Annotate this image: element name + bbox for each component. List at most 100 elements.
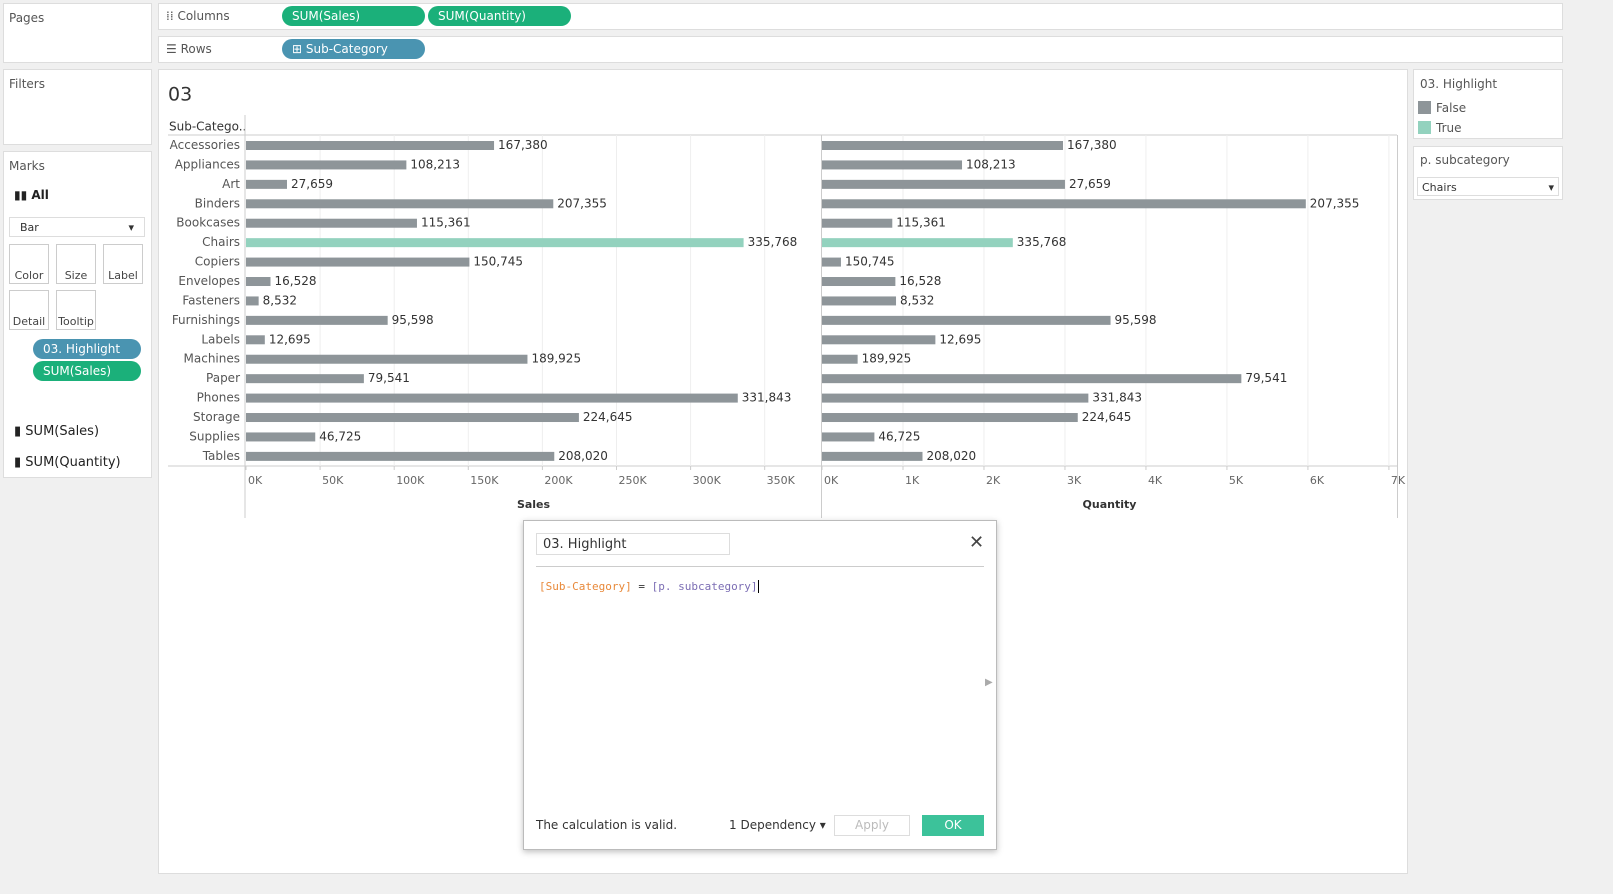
columns-label: ⁞⁞ Columns bbox=[166, 9, 230, 23]
data-label: 79,541 bbox=[368, 371, 410, 385]
apply-button[interactable]: Apply bbox=[834, 815, 910, 836]
x-tick-label: 7K bbox=[1391, 474, 1406, 487]
label-button[interactable]: Label bbox=[103, 244, 143, 284]
bar bbox=[246, 218, 417, 228]
category-label: Furnishings bbox=[172, 313, 240, 327]
legend-label[interactable]: True bbox=[1436, 121, 1462, 135]
bar bbox=[246, 296, 259, 306]
dependency-dropdown[interactable]: 1 Dependency ▾ bbox=[729, 818, 826, 832]
label-pill[interactable]: SUM(Sales) bbox=[33, 361, 141, 381]
data-label: 150,745 bbox=[473, 255, 523, 269]
bar bbox=[246, 393, 738, 403]
data-label: 335,768 bbox=[1017, 235, 1067, 249]
data-label: 27,659 bbox=[1069, 177, 1111, 191]
category-label: Labels bbox=[201, 332, 240, 346]
measure-quantity[interactable]: ▮ SUM(Quantity) bbox=[14, 455, 121, 470]
x-axis-title: Quantity bbox=[1083, 498, 1137, 511]
column-pill[interactable]: SUM(Sales) bbox=[282, 6, 425, 26]
parameter-dropdown[interactable]: Chairs ▾ bbox=[1417, 177, 1559, 196]
category-label: Art bbox=[222, 177, 240, 191]
bar bbox=[246, 374, 364, 384]
data-label: 95,598 bbox=[1115, 313, 1157, 327]
legend-swatch[interactable] bbox=[1418, 121, 1431, 134]
x-tick-label: 150K bbox=[470, 474, 499, 487]
formula[interactable]: [Sub-Category] = [p. subcategory]​ bbox=[539, 580, 759, 593]
mark-type: Bar bbox=[20, 221, 39, 234]
divider bbox=[536, 566, 984, 567]
legend-swatch[interactable] bbox=[1418, 101, 1431, 114]
size-button[interactable]: Size bbox=[56, 244, 96, 284]
x-tick-label: 250K bbox=[618, 474, 647, 487]
data-label: 208,020 bbox=[927, 449, 977, 463]
data-label: 150,745 bbox=[845, 255, 895, 269]
calc-name-input[interactable]: 03. Highlight bbox=[536, 533, 730, 555]
data-label: 115,361 bbox=[896, 216, 946, 230]
bar bbox=[246, 238, 744, 248]
bar bbox=[246, 315, 388, 325]
category-label: Envelopes bbox=[178, 274, 240, 288]
category-label: Chairs bbox=[202, 235, 240, 249]
category-label: Appliances bbox=[175, 157, 240, 171]
close-button[interactable]: ✕ bbox=[969, 532, 985, 553]
x-tick-label: 50K bbox=[322, 474, 344, 487]
measure-sales[interactable]: ▮ SUM(Sales) bbox=[14, 424, 100, 439]
data-label: 207,355 bbox=[557, 196, 607, 210]
highlight-pill[interactable]: 03. Highlight bbox=[33, 339, 141, 359]
bar bbox=[822, 451, 923, 461]
column-pill[interactable]: SUM(Quantity) bbox=[428, 6, 571, 26]
pages-card bbox=[3, 3, 152, 63]
category-label: Machines bbox=[184, 352, 240, 366]
bar bbox=[822, 374, 1242, 384]
category-label: Storage bbox=[193, 410, 240, 424]
parameter-value: Chairs bbox=[1422, 181, 1457, 194]
bar bbox=[246, 335, 265, 345]
category-label: Accessories bbox=[170, 138, 240, 152]
calc-status: The calculation is valid. bbox=[536, 818, 678, 832]
legend-label[interactable]: False bbox=[1436, 101, 1467, 115]
category-label: Supplies bbox=[189, 429, 240, 443]
bar bbox=[822, 315, 1111, 325]
rows-text: Rows bbox=[180, 42, 212, 56]
calculation-dialog bbox=[523, 520, 997, 850]
x-axis-title: Sales bbox=[517, 498, 551, 511]
formula-field: [Sub-Category] bbox=[539, 580, 632, 593]
bar bbox=[246, 354, 528, 364]
rows-label: ☰ Rows bbox=[166, 42, 212, 56]
bar bbox=[822, 179, 1065, 189]
all-text: All bbox=[31, 188, 49, 202]
category-label: Bookcases bbox=[176, 216, 240, 230]
category-label: Binders bbox=[195, 196, 240, 210]
view-chart: 03 Sub-Catego.. Accessories Appliances Art… bbox=[168, 84, 1406, 518]
data-label: 224,645 bbox=[583, 410, 633, 424]
detail-button[interactable]: Detail bbox=[9, 290, 49, 330]
measure-text: SUM(Quantity) bbox=[25, 455, 121, 470]
data-label: 12,695 bbox=[269, 332, 311, 346]
data-label: 46,725 bbox=[878, 429, 920, 443]
expand-arrow[interactable]: ▶ bbox=[985, 677, 993, 688]
bar bbox=[822, 141, 1064, 150]
measure-text: SUM(Sales) bbox=[25, 424, 100, 439]
marks-title: Marks bbox=[9, 159, 45, 173]
data-label: 167,380 bbox=[498, 138, 548, 152]
bar bbox=[822, 393, 1089, 403]
x-tick-label: 300K bbox=[693, 474, 722, 487]
mark-type-dropdown[interactable]: Bar ▾ bbox=[9, 217, 145, 237]
bar bbox=[246, 141, 495, 150]
tooltip-button[interactable]: Tooltip bbox=[56, 290, 96, 330]
filters-card bbox=[3, 69, 152, 145]
data-label: 108,213 bbox=[410, 157, 460, 171]
data-label: 16,528 bbox=[274, 274, 316, 288]
bar bbox=[822, 413, 1078, 423]
bar bbox=[246, 257, 470, 267]
bar bbox=[822, 432, 875, 442]
category-label: Copiers bbox=[195, 255, 240, 269]
data-label: 95,598 bbox=[392, 313, 434, 327]
data-label: 189,925 bbox=[531, 352, 581, 366]
data-label: 224,645 bbox=[1082, 410, 1132, 424]
x-tick-label: 0K bbox=[824, 474, 839, 487]
data-label: 208,020 bbox=[558, 449, 608, 463]
row-pill[interactable]: ⊞ Sub-Category bbox=[282, 39, 425, 59]
color-button[interactable]: Color bbox=[9, 244, 49, 284]
marks-all[interactable]: ▮▮ All bbox=[14, 188, 49, 202]
ok-button[interactable]: OK bbox=[922, 815, 984, 836]
